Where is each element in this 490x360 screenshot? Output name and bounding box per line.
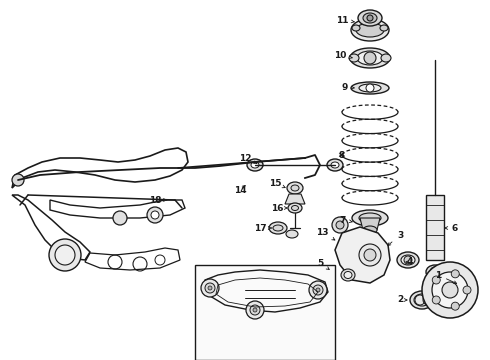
Text: 2: 2: [397, 296, 407, 305]
Ellipse shape: [286, 230, 298, 238]
Ellipse shape: [327, 159, 343, 171]
Ellipse shape: [359, 84, 381, 92]
Text: 10: 10: [334, 50, 352, 59]
Ellipse shape: [331, 162, 339, 168]
Bar: [195, 265, 335, 360]
Circle shape: [309, 281, 327, 299]
Circle shape: [201, 279, 219, 297]
Ellipse shape: [415, 295, 425, 305]
Circle shape: [147, 207, 163, 223]
Circle shape: [451, 270, 459, 278]
Ellipse shape: [351, 82, 389, 94]
Ellipse shape: [251, 162, 259, 168]
Circle shape: [253, 308, 257, 312]
Circle shape: [12, 174, 24, 186]
Ellipse shape: [273, 225, 283, 231]
Polygon shape: [285, 194, 305, 204]
Text: 12: 12: [239, 153, 257, 163]
Circle shape: [208, 286, 212, 290]
Text: 6: 6: [445, 224, 458, 233]
Text: 5: 5: [317, 258, 329, 270]
Circle shape: [463, 286, 471, 294]
Text: 11: 11: [336, 15, 354, 24]
Text: 8: 8: [339, 150, 345, 159]
Ellipse shape: [410, 291, 434, 309]
Text: 4: 4: [406, 257, 413, 266]
Ellipse shape: [269, 222, 287, 234]
Ellipse shape: [344, 271, 352, 279]
Text: 9: 9: [342, 82, 354, 91]
Circle shape: [442, 282, 458, 298]
Circle shape: [430, 267, 440, 277]
Circle shape: [316, 288, 320, 292]
Ellipse shape: [363, 226, 377, 234]
Text: 3: 3: [388, 230, 403, 246]
Circle shape: [250, 305, 260, 315]
Ellipse shape: [426, 265, 444, 279]
Circle shape: [246, 301, 264, 319]
Circle shape: [313, 285, 323, 295]
Circle shape: [364, 52, 376, 64]
Ellipse shape: [401, 255, 415, 265]
Circle shape: [432, 296, 440, 304]
Ellipse shape: [247, 159, 263, 171]
Ellipse shape: [352, 210, 388, 226]
Circle shape: [451, 302, 459, 310]
Polygon shape: [360, 218, 380, 230]
Circle shape: [422, 262, 478, 318]
Ellipse shape: [356, 23, 384, 37]
Ellipse shape: [367, 15, 373, 21]
Ellipse shape: [349, 54, 359, 62]
Text: 17: 17: [254, 224, 272, 233]
Polygon shape: [335, 227, 390, 283]
Circle shape: [432, 272, 468, 308]
Ellipse shape: [352, 25, 360, 31]
Text: 14: 14: [234, 185, 246, 194]
Ellipse shape: [359, 244, 381, 266]
Ellipse shape: [380, 25, 388, 31]
Text: 1: 1: [435, 270, 457, 284]
Text: 15: 15: [269, 179, 285, 188]
Ellipse shape: [381, 54, 391, 62]
Text: 13: 13: [316, 228, 335, 240]
Ellipse shape: [350, 48, 390, 68]
Ellipse shape: [341, 269, 355, 281]
Circle shape: [55, 245, 75, 265]
Circle shape: [151, 211, 159, 219]
Ellipse shape: [351, 19, 389, 41]
Circle shape: [336, 221, 344, 229]
Text: 7: 7: [340, 216, 352, 225]
Circle shape: [432, 276, 440, 284]
Circle shape: [205, 283, 215, 293]
Ellipse shape: [288, 203, 302, 213]
Ellipse shape: [363, 13, 377, 23]
Text: 16: 16: [271, 203, 287, 212]
Text: 18: 18: [149, 195, 167, 204]
Circle shape: [113, 211, 127, 225]
Circle shape: [404, 256, 412, 264]
Ellipse shape: [357, 51, 383, 65]
Ellipse shape: [292, 206, 298, 211]
Bar: [426, 195, 444, 260]
Ellipse shape: [364, 249, 376, 261]
Circle shape: [49, 239, 81, 271]
Ellipse shape: [291, 185, 299, 191]
Ellipse shape: [358, 10, 382, 26]
Ellipse shape: [423, 295, 433, 305]
Circle shape: [332, 217, 348, 233]
Ellipse shape: [287, 182, 303, 194]
Circle shape: [366, 84, 374, 92]
Ellipse shape: [397, 252, 419, 268]
Ellipse shape: [414, 294, 430, 306]
Ellipse shape: [359, 213, 381, 223]
